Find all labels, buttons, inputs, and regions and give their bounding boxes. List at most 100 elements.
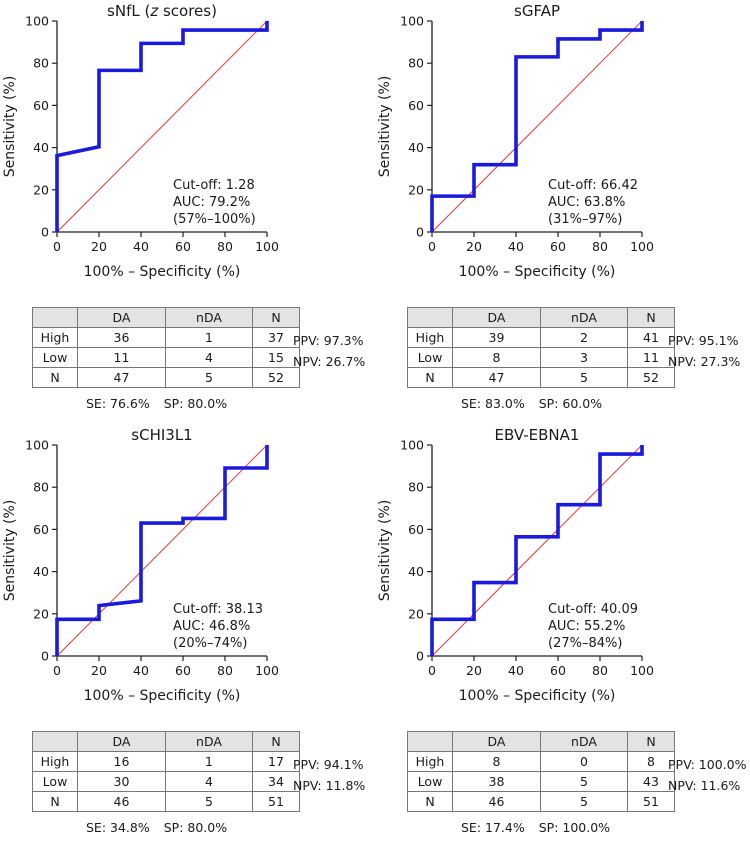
table-cell: 36 (77, 327, 166, 348)
se-sp-summary: SE: 34.8% SP: 80.0% (86, 820, 227, 835)
table-cell: 1 (165, 327, 253, 348)
y-tick-label: 0 (416, 225, 424, 240)
chart-title: EBV-EBNA1 (495, 426, 580, 444)
table-cell: 30 (77, 771, 166, 792)
annotation-line: AUC: 63.8% (548, 195, 625, 210)
table-header-cell (407, 307, 453, 328)
chart-title: sGFAP (514, 2, 560, 20)
table-cell: 11 (627, 347, 675, 368)
table-cell: N (407, 791, 453, 812)
table-cell: 51 (627, 791, 675, 812)
y-tick-label: 20 (408, 182, 424, 197)
y-tick-label: 60 (408, 98, 424, 113)
table-header-row: DA nDA N (32, 731, 300, 752)
se-value: SE: 83.0% (461, 396, 525, 411)
roc-curve (430, 445, 644, 656)
table-cell: N (32, 367, 78, 388)
table-cell: High (407, 751, 453, 772)
npv-value: NPV: 11.8% (293, 778, 366, 793)
x-tick-label: 0 (53, 663, 61, 678)
npv-value: NPV: 26.7% (293, 354, 366, 369)
sp-value: SP: 80.0% (163, 396, 228, 411)
roc-chart: sNfL (z scores) 0 20 40 60 80 100 0 20 40 60 80 100 1… (2, 2, 279, 280)
x-tick-label: 0 (53, 239, 61, 254)
ppv-value: PPV: 97.3% (293, 333, 364, 348)
table-cell: 11 (77, 347, 166, 368)
table-header-cell: DA (452, 307, 541, 328)
table-cell: N (407, 367, 453, 388)
annotation-line: (27%–84%) (548, 636, 622, 651)
table-cell: 47 (452, 367, 541, 388)
y-tick-label: 100 (400, 438, 424, 453)
table-row: High 39 2 41 (407, 327, 675, 348)
table-cell: 5 (540, 791, 628, 812)
table-header-row: DA nDA N (407, 307, 675, 328)
y-tick-label: 20 (33, 606, 49, 621)
chart-title: sNfL (z scores) (107, 2, 217, 20)
y-tick-label: 80 (408, 480, 424, 495)
table-cell: 52 (252, 367, 300, 388)
table-header-cell: DA (77, 307, 166, 328)
x-tick-label: 40 (133, 663, 149, 678)
x-axis-label: 100% – Specificity (%) (459, 688, 616, 704)
reference-line (56, 20, 268, 233)
table-header-row: DA nDA N (32, 307, 300, 328)
roc-curve (55, 445, 269, 656)
se-value: SE: 34.8% (86, 820, 150, 835)
table-cell: 41 (627, 327, 675, 348)
panel-sgfap: sGFAP 0 20 40 60 80 100 0 20 40 60 80 100 100% – Spec… (375, 0, 750, 423)
chart-title-part: sNfL ( (107, 2, 150, 20)
ppv-value: PPV: 95.1% (668, 333, 739, 348)
x-tick-label: 60 (175, 239, 191, 254)
annotation-line: (20%–74%) (173, 636, 247, 651)
x-tick-label: 20 (91, 239, 107, 254)
x-tick-label: 60 (550, 663, 566, 678)
table-cell: 38 (452, 771, 541, 792)
x-tick-label: 60 (550, 239, 566, 254)
annotation-line: Cut-off: 66.42 (548, 178, 638, 193)
table-row: High 8 0 8 (407, 751, 675, 772)
x-tick-label: 80 (592, 663, 608, 678)
x-tick-label: 40 (508, 239, 524, 254)
table-cell: 1 (165, 751, 253, 772)
x-tick-label: 60 (175, 663, 191, 678)
y-tick-label: 40 (33, 564, 49, 579)
se-sp-summary: SE: 17.4% SP: 100.0% (461, 820, 610, 835)
y-tick-label: 40 (408, 564, 424, 579)
table-cell: 5 (165, 367, 253, 388)
table-cell: 52 (627, 367, 675, 388)
x-tick-label: 20 (466, 239, 482, 254)
annotation-line: Cut-off: 40.09 (548, 602, 638, 617)
sp-value: SP: 60.0% (538, 396, 603, 411)
y-tick-label: 100 (25, 438, 49, 453)
annotation-line: Cut-off: 1.28 (173, 178, 255, 193)
table-cell: High (407, 327, 453, 348)
table-cell: 37 (252, 327, 300, 348)
table-header-cell: nDA (165, 307, 253, 328)
table-cell: 39 (452, 327, 541, 348)
table-cell: High (32, 327, 78, 348)
x-tick-label: 100 (255, 239, 279, 254)
table-cell: 17 (252, 751, 300, 772)
sp-value: SP: 80.0% (163, 820, 228, 835)
table-cell: 47 (77, 367, 166, 388)
roc-chart: EBV-EBNA1 0 20 40 60 80 100 0 20 40 60 80 100 100% – … (377, 426, 654, 704)
table-cell: 5 (540, 771, 628, 792)
x-tick-label: 40 (508, 663, 524, 678)
chart-title-part: scores) (158, 2, 217, 20)
table-cell: 43 (627, 771, 675, 792)
table-cell: 16 (77, 751, 166, 772)
table-header-cell: nDA (540, 731, 628, 752)
table-cell: Low (32, 347, 78, 368)
table-cell: 51 (252, 791, 300, 812)
table-cell: Low (407, 771, 453, 792)
x-tick-label: 0 (428, 663, 436, 678)
table-row: Low 8 3 11 (407, 347, 675, 368)
x-tick-label: 100 (255, 663, 279, 678)
se-sp-summary: SE: 76.6% SP: 80.0% (86, 396, 227, 411)
roc-curve (55, 21, 269, 232)
x-axis-label: 100% – Specificity (%) (84, 688, 241, 704)
y-tick-label: 60 (33, 98, 49, 113)
table-cell: 8 (452, 347, 541, 368)
table-cell: 0 (540, 751, 628, 772)
